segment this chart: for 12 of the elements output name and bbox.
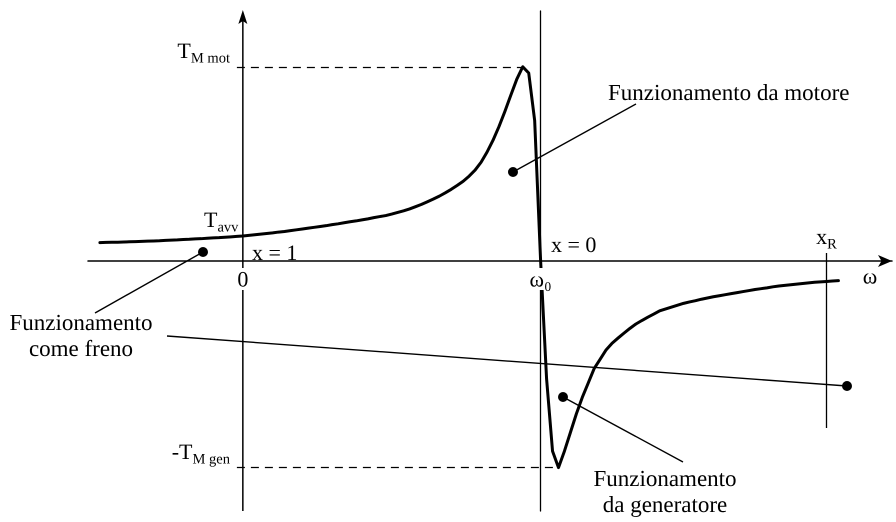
annotation: x = 0 — [551, 232, 596, 257]
x-tick-label: 0 — [237, 266, 248, 292]
annotation: T$_{avv}$ — [204, 207, 238, 236]
x-tick-label: ω₀ — [530, 266, 552, 292]
x-tick-label: x$_{R}$ — [816, 224, 837, 252]
ref-line-label: T$_{M mot}$ — [177, 38, 230, 66]
annotation: Funzionamento da generatore — [592, 466, 738, 518]
annotation: Funzionamento come freno — [8, 310, 154, 362]
annotation: x = 1 — [252, 240, 298, 265]
x-axis-title: ω — [862, 264, 878, 288]
ref-line-label: -T$_{M gen}$ — [172, 438, 230, 467]
annotation: Funzionamento da motore — [608, 80, 850, 106]
